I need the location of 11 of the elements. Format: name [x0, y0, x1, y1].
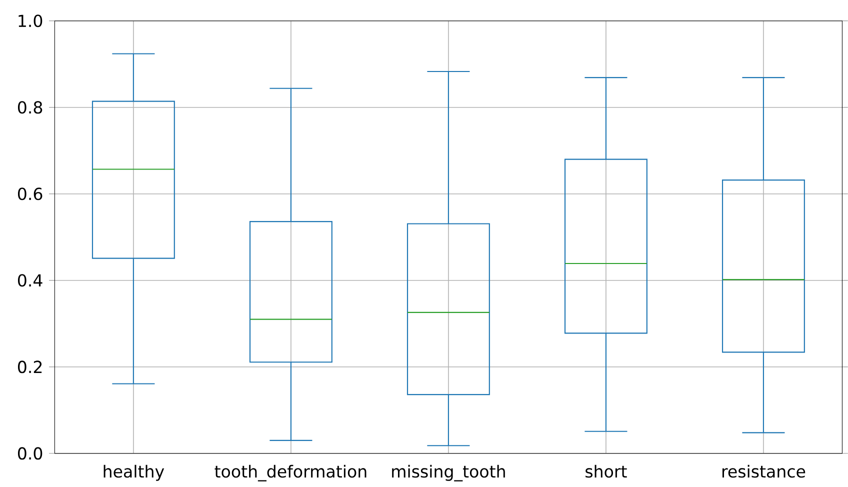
x-tick-label: tooth_deformation — [214, 464, 366, 482]
y-tick-label: 0.4 — [18, 274, 42, 287]
x-tick-label: resistance — [722, 464, 806, 478]
y-tick-label: 1.0 — [18, 14, 42, 28]
x-tick-label: short — [586, 464, 627, 478]
y-tick-label: 0.6 — [18, 188, 42, 200]
y-tick-label: 0.0 — [18, 447, 42, 460]
x-tick-label: missing_tooth — [392, 464, 505, 482]
y-tick-label: 0.2 — [18, 360, 42, 374]
y-tick-label: 0.8 — [18, 101, 42, 114]
x-tick-label: healthy — [104, 464, 164, 481]
